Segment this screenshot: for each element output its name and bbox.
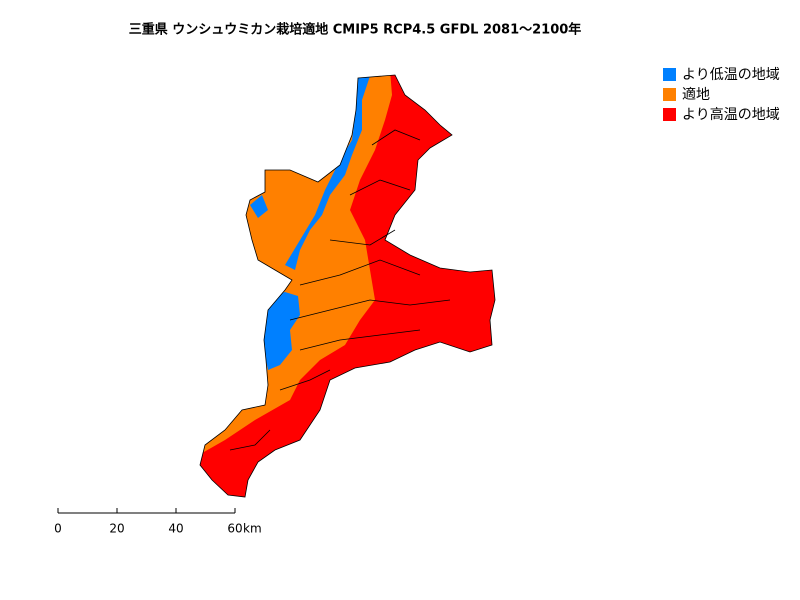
cooler-area: [262, 292, 300, 370]
municipal-boundaries: [229, 129, 451, 451]
scale-tick-label: 60: [227, 522, 242, 536]
legend-swatch: [663, 108, 676, 121]
scale-unit: km: [243, 522, 262, 536]
map-area: [200, 75, 495, 497]
prefecture-outline: [199, 74, 496, 498]
boundaries: [199, 74, 496, 498]
map-title: 三重県 ウンシュウミカン栽培適地 CMIP5 RCP4.5 GFDL 2081～…: [129, 22, 582, 38]
legend-label: 適地: [682, 86, 710, 103]
legend-label: より低温の地域: [682, 67, 780, 83]
scale-tick-label: 40: [168, 522, 183, 536]
scale-bar: 0 20 40 60 km: [54, 508, 262, 536]
legend-swatch: [663, 68, 676, 81]
legend-label: より高温の地域: [682, 106, 780, 123]
cooler-area: [285, 76, 370, 270]
legend-swatch: [663, 88, 676, 101]
scale-tick-label: 20: [109, 522, 124, 536]
cooler-area: [250, 195, 268, 218]
scale-tick-label: 0: [54, 522, 62, 536]
